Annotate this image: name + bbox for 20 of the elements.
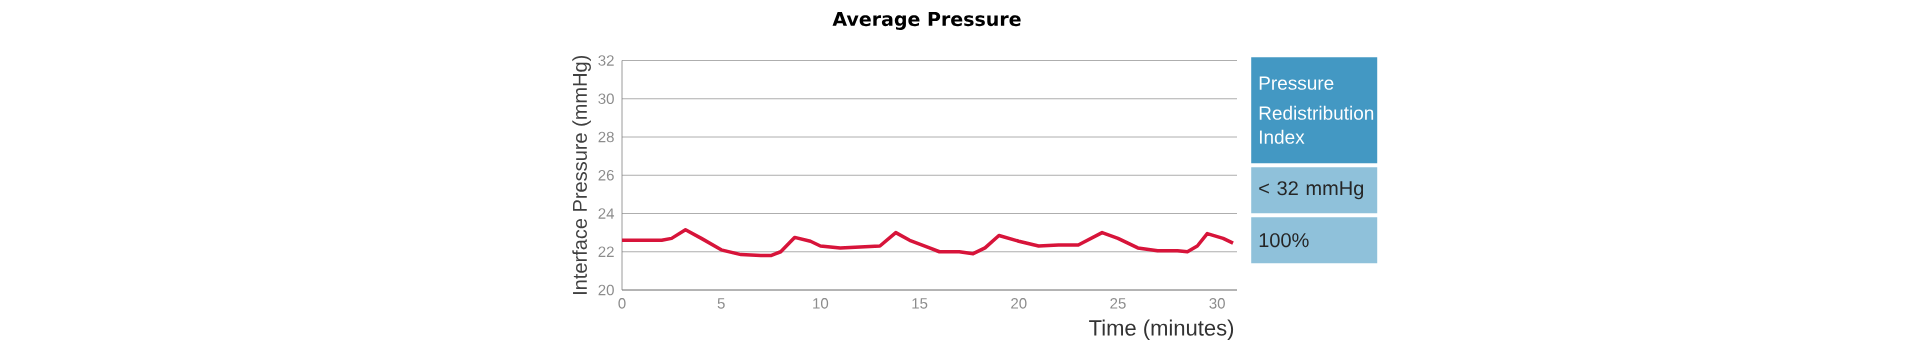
x-tick-label: 15 <box>912 298 928 309</box>
x-tick-label: 20 <box>1011 298 1027 309</box>
x-tick-label: 30 <box>1209 298 1225 309</box>
y-tick-label: 26 <box>598 169 614 181</box>
text: 100% <box>1259 233 1309 248</box>
x-tick-label: 5 <box>717 298 725 309</box>
y-tick-label: 30 <box>598 93 614 105</box>
y-axis-title: Interface Pressure (mmHg) <box>572 55 591 294</box>
y-tick-label: 28 <box>598 131 614 143</box>
x-axis-title: Time (minutes) <box>1089 319 1234 341</box>
x-tick-label: 25 <box>1110 298 1126 309</box>
x-tick-label: 10 <box>813 298 829 309</box>
y-tick-label: 22 <box>598 246 614 257</box>
y-tick-label: 24 <box>598 208 615 219</box>
y-tick-label: 20 <box>598 284 614 296</box>
y-tick-label: 32 <box>598 55 614 66</box>
chart-title: Average Pressure <box>832 12 1021 30</box>
text: < 32 mmHg <box>1259 181 1364 200</box>
x-tick-label: 0 <box>618 298 626 309</box>
text: Pressure Redistribution Index <box>1259 76 1374 144</box>
